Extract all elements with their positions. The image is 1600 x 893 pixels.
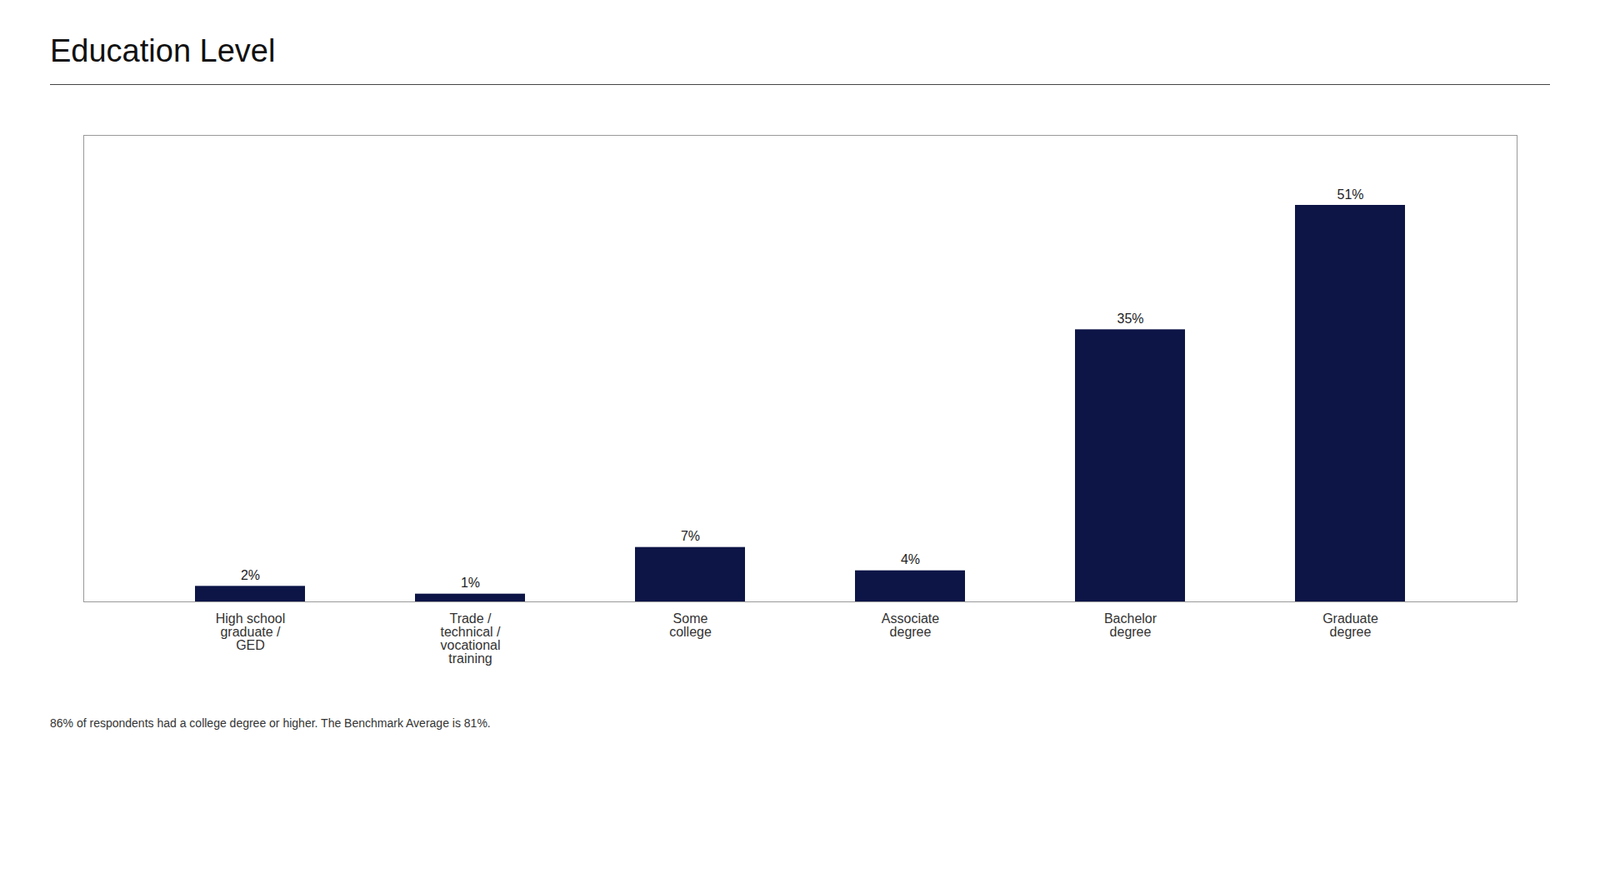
svg-text:Bachelordegree: Bachelordegree [1104,611,1158,640]
svg-text:High schoolgraduate /GED: High schoolgraduate /GED [215,611,286,653]
svg-text:1%: 1% [460,575,480,590]
html-text:86% of respondents had a colle: 86% of respondents had a college degree … [50,716,491,730]
svg-text:51%: 51% [1336,187,1364,202]
svg-text:Trade /technical /vocationaltr: Trade /technical /vocationaltraining [440,611,501,666]
svg-text:35%: 35% [1116,311,1144,326]
svg-text:7%: 7% [680,529,700,544]
svg-text:4%: 4% [900,552,920,567]
svg-text:Associatedegree: Associatedegree [881,611,940,640]
svg-text:2%: 2% [240,568,260,583]
html-text:Education Level: Education Level [50,33,276,69]
svg-text:Graduatedegree: Graduatedegree [1322,611,1379,640]
svg-text:Somecollege: Somecollege [669,611,712,640]
